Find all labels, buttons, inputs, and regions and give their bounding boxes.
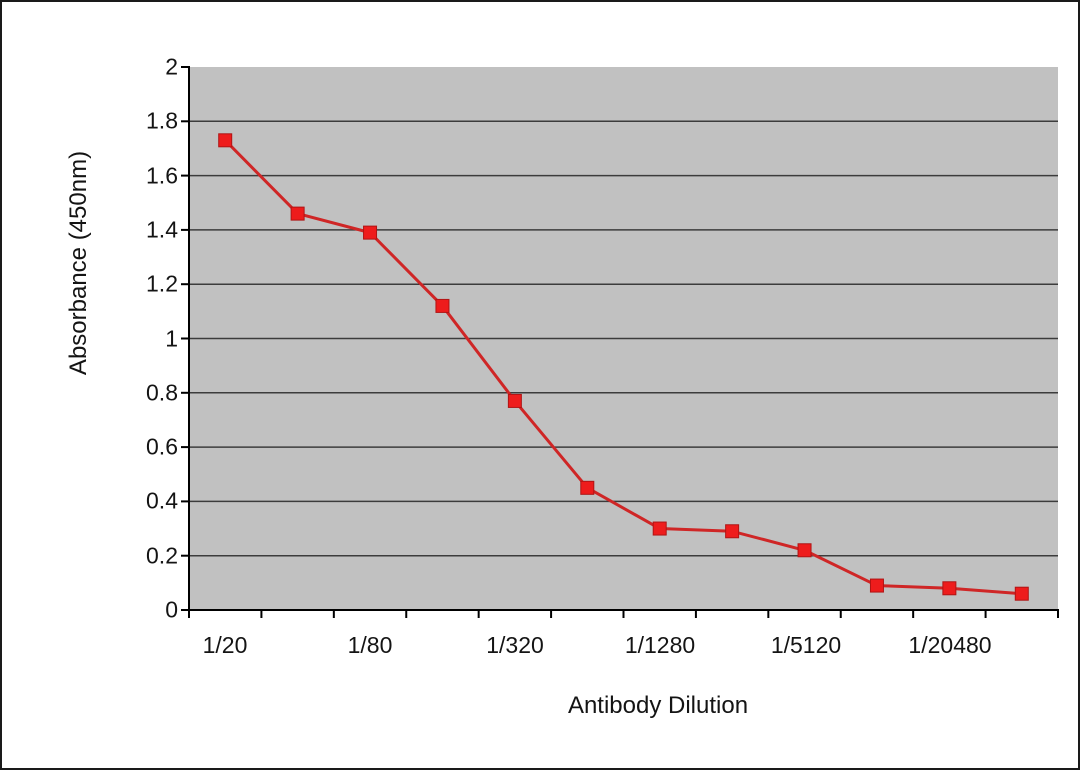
data-point-marker [363, 225, 378, 240]
data-point-marker [797, 543, 812, 558]
data-point-marker [1014, 586, 1029, 601]
series-line [224, 139, 1022, 596]
x-tick-label: 1/20480 [908, 632, 992, 658]
y-tick-label: 0.4 [146, 487, 178, 514]
x-tick-label: 1/1280 [624, 632, 696, 658]
y-tick-label: 2 [165, 53, 178, 80]
y-tick-label: 0.6 [146, 433, 178, 460]
data-point-marker [435, 298, 450, 313]
data-point-marker [218, 133, 233, 148]
x-tick-label: 1/5120 [770, 632, 842, 658]
data-point-marker [869, 578, 884, 593]
y-tick-label: 0.8 [146, 379, 178, 406]
data-point-marker [290, 206, 305, 221]
x-tick-label: 1/80 [347, 632, 393, 658]
data-point-marker [580, 480, 595, 495]
y-tick-label: 1.6 [146, 162, 178, 189]
y-tick-label: 1 [165, 325, 178, 352]
y-tick-label: 1.8 [146, 107, 178, 134]
data-point-marker [725, 524, 740, 539]
y-axis-title: Absorbance (450nm) [65, 150, 92, 376]
x-axis-title: Antibody Dilution [567, 692, 749, 719]
y-tick-label: 0 [165, 596, 178, 623]
data-point-marker [942, 581, 957, 596]
data-point-marker [507, 393, 522, 408]
x-tick-label: 1/320 [486, 632, 544, 658]
y-tick-label: 1.2 [146, 270, 178, 297]
y-tick-label: 1.4 [146, 216, 178, 243]
y-tick-label: 0.2 [146, 542, 178, 569]
x-tick-label: 1/20 [202, 632, 248, 658]
data-point-marker [652, 521, 667, 536]
